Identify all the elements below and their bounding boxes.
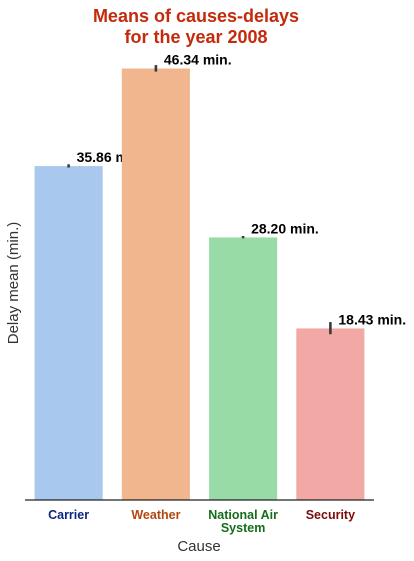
y-axis-label: Delay mean (min.) [5,222,22,345]
x-tick-labels: Carrier Weather National Air System Security [48,508,355,535]
x-tick-label-2: National Air System [208,508,278,535]
x-tick-label-0: Carrier [48,508,89,522]
bar-0 [34,166,103,500]
bar-3 [296,328,365,500]
bars-layer: 35.86 min.46.34 min.28.20 min.18.43 min. [34,52,406,500]
data-label-2: 28.20 min. [251,220,319,236]
x-tick-label-1: Weather [131,508,180,522]
data-label-1: 46.34 min. [164,52,232,68]
chart-title-line-2: for the year 2008 [124,27,267,47]
bar-2 [209,237,278,500]
bar-1 [121,68,190,500]
x-axis-label: Cause [177,538,220,555]
x-tick-label-3: Security [306,508,355,522]
chart-title-line-1: Means of causes-delays [93,6,299,26]
data-label-3: 18.43 min. [338,311,406,327]
